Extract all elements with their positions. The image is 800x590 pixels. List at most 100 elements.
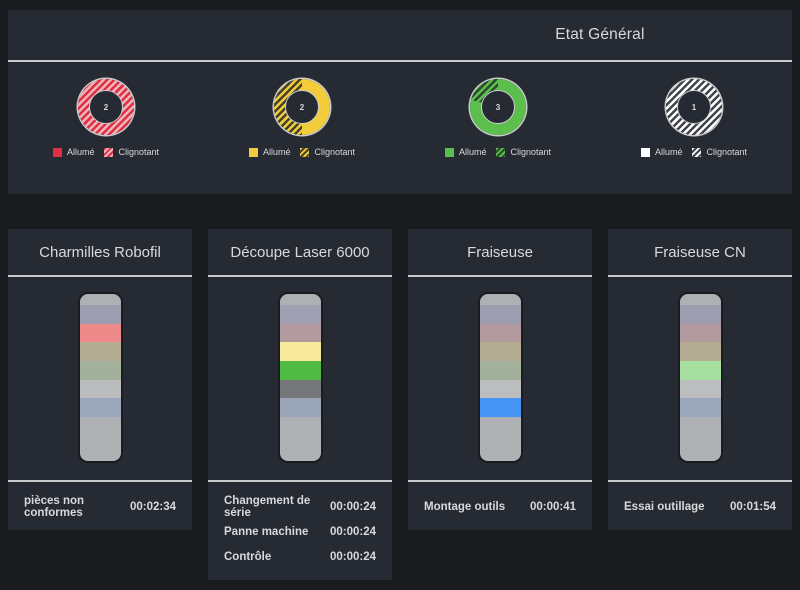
tower-light-6 (679, 398, 721, 417)
status-time: 00:00:41 (529, 500, 576, 513)
donut-count: 1 (691, 102, 697, 112)
tower-light-4 (79, 361, 121, 380)
allume-label: Allumé (66, 147, 95, 157)
tower-light-1 (79, 305, 121, 324)
status-list: Montage outils 00:00:41 (408, 482, 592, 530)
andon-tower[interactable] (77, 292, 123, 463)
donut-row: 2 Allumé Clignotant 2 A (8, 62, 792, 192)
status-list: Changement de série 00:00:24 Panne machi… (208, 482, 392, 580)
allume-swatch-icon (248, 147, 258, 157)
donut-chart-yellow[interactable]: 2 (274, 79, 330, 135)
tower-light-4 (479, 361, 521, 380)
clignotant-swatch-icon (496, 147, 506, 157)
allume-label: Allumé (458, 147, 487, 157)
tower-base (479, 417, 521, 461)
status-time: 00:01:54 (729, 500, 776, 513)
allume-swatch-icon (444, 147, 454, 157)
status-row: Contrôle 00:00:24 (224, 544, 376, 569)
status-time: 00:00:24 (329, 500, 376, 513)
tower-light-6 (479, 398, 521, 417)
status-label: Montage outils (424, 500, 506, 513)
panel-decoupe-laser-6000: Découpe Laser 6000 Changement de série (208, 229, 392, 580)
tower-area (208, 277, 392, 482)
status-time: 00:02:34 (129, 500, 176, 513)
panel-fraiseuse-cn: Fraiseuse CN Essai outillage 00:01:54 (608, 229, 792, 530)
clignotant-label: Clignotant (314, 147, 356, 157)
tower-base (279, 417, 321, 461)
etat-general-header: Etat Général (8, 10, 792, 62)
donut-legend: Allumé Clignotant (640, 147, 747, 157)
donut-hole: 2 (89, 90, 123, 124)
tower-light-5 (479, 380, 521, 398)
donut-group-red: 2 Allumé Clignotant (8, 62, 204, 192)
clignotant-label: Clignotant (118, 147, 160, 157)
andon-tower[interactable] (677, 292, 723, 463)
page-title[interactable]: Etat Général (555, 26, 645, 43)
tower-light-1 (279, 305, 321, 324)
tower-light-3 (479, 342, 521, 361)
tower-light-2 (479, 324, 521, 342)
status-list: Essai outillage 00:01:54 (608, 482, 792, 530)
machines-row: Charmilles Robofil pièces non conformes (8, 229, 792, 580)
panel-header: Charmilles Robofil (8, 229, 192, 277)
status-label: Changement de série (224, 494, 311, 519)
donut-group-yellow: 2 Allumé Clignotant (204, 62, 400, 192)
panel-fraiseuse: Fraiseuse Montage outils 00:00:41 (408, 229, 592, 530)
donut-group-green: 3 Allumé Clignotant (400, 62, 596, 192)
donut-legend: Allumé Clignotant (444, 147, 551, 157)
panel-charmilles-robofil: Charmilles Robofil pièces non conformes (8, 229, 192, 530)
panel-title[interactable]: Découpe Laser 6000 (230, 243, 370, 261)
donut-count: 2 (103, 102, 109, 112)
status-row: Essai outillage 00:01:54 (624, 494, 776, 519)
tower-area (608, 277, 792, 482)
panel-title[interactable]: Fraiseuse (467, 243, 533, 261)
status-label: Contrôle (224, 550, 272, 563)
allume-swatch-icon (52, 147, 62, 157)
donut-count: 3 (495, 102, 501, 112)
panel-header: Fraiseuse CN (608, 229, 792, 277)
status-label: Panne machine (224, 525, 309, 538)
status-label: pièces non conformes (24, 494, 85, 519)
donut-chart-green[interactable]: 3 (470, 79, 526, 135)
tower-base (79, 417, 121, 461)
allume-label: Allumé (654, 147, 683, 157)
panel-header: Découpe Laser 6000 (208, 229, 392, 277)
donut-hole: 1 (677, 90, 711, 124)
status-time: 00:00:24 (329, 525, 376, 538)
panel-title[interactable]: Fraiseuse CN (654, 243, 746, 261)
donut-chart-red[interactable]: 2 (78, 79, 134, 135)
status-row: Panne machine 00:00:24 (224, 519, 376, 544)
tower-light-4 (279, 361, 321, 380)
status-label: Essai outillage (624, 500, 705, 513)
allume-swatch-icon (640, 147, 650, 157)
status-row: pièces non conformes 00:02:34 (24, 494, 176, 519)
panel-title[interactable]: Charmilles Robofil (39, 243, 161, 261)
tower-cap (679, 294, 721, 305)
tower-light-6 (79, 398, 121, 417)
tower-base (679, 417, 721, 461)
status-list: pièces non conformes 00:02:34 (8, 482, 192, 530)
tower-light-1 (679, 305, 721, 324)
donut-group-white: 1 Allumé Clignotant (596, 62, 792, 192)
tower-cap (279, 294, 321, 305)
tower-light-5 (79, 380, 121, 398)
donut-legend: Allumé Clignotant (52, 147, 160, 157)
tower-light-5 (279, 380, 321, 398)
tower-cap (79, 294, 121, 305)
tower-area (8, 277, 192, 482)
tower-cap (479, 294, 521, 305)
clignotant-swatch-icon (692, 147, 702, 157)
andon-tower[interactable] (477, 292, 523, 463)
donut-count: 2 (299, 102, 305, 112)
tower-light-3 (679, 342, 721, 361)
status-row: Montage outils 00:00:41 (424, 494, 576, 519)
tower-light-5 (679, 380, 721, 398)
tower-light-2 (79, 324, 121, 342)
andon-tower[interactable] (277, 292, 323, 463)
donut-hole: 3 (481, 90, 515, 124)
tower-light-6 (279, 398, 321, 417)
donut-chart-white[interactable]: 1 (666, 79, 722, 135)
panel-header: Fraiseuse (408, 229, 592, 277)
donut-hole: 2 (285, 90, 319, 124)
